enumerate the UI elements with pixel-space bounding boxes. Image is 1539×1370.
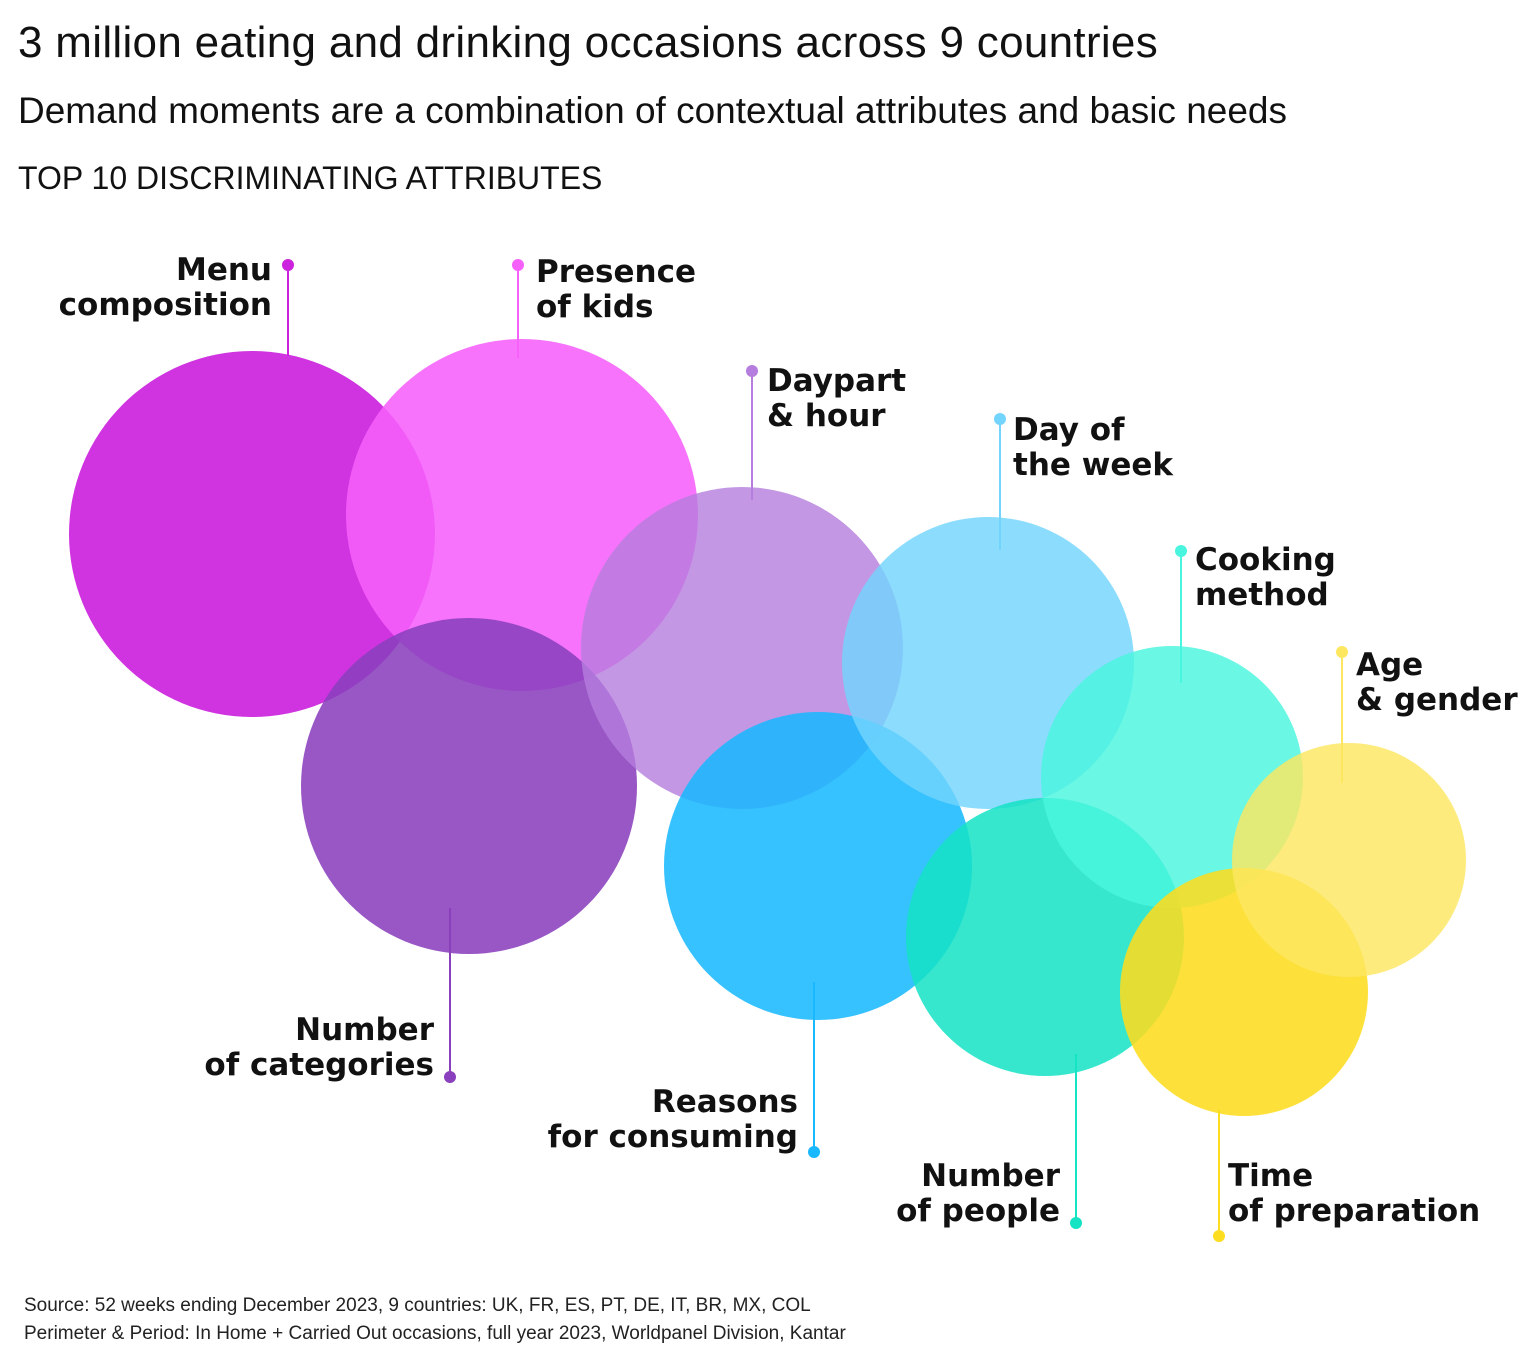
label-line1: Age (1356, 647, 1423, 683)
label-line2: of categories (204, 1047, 434, 1083)
label-line1: Number (295, 1012, 435, 1048)
footer-perimeter: Perimeter & Period: In Home + Carried Ou… (24, 1323, 846, 1344)
label-line2: method (1195, 577, 1329, 613)
label-line1: Day of (1013, 412, 1125, 448)
leader-dot-day-of-the-week (994, 413, 1006, 425)
page-subtitle: Demand moments are a combination of cont… (18, 90, 1288, 131)
label-number-of-people: Number of people (896, 1158, 1061, 1229)
label-line1: Cooking (1195, 542, 1336, 578)
leader-lines (282, 259, 1348, 1242)
leader-dot-daypart-hour (746, 365, 758, 377)
bubble-number-of-categories (301, 618, 637, 954)
label-line2: of people (896, 1193, 1060, 1229)
bubble-menu-composition (69, 351, 435, 717)
label-menu-composition: Menu composition (59, 252, 272, 323)
label-line1: Presence (536, 254, 696, 290)
label-day-of-the-week: Day of the week (1013, 412, 1174, 483)
label-line2: & gender (1356, 682, 1518, 718)
label-line1: Reasons (652, 1084, 798, 1120)
label-line2: the week (1013, 447, 1174, 483)
label-line2: of kids (536, 289, 653, 325)
label-line2: for consuming (548, 1119, 798, 1155)
leader-dot-menu-composition (282, 259, 294, 271)
leader-dot-number-of-people (1070, 1217, 1082, 1229)
leader-dot-presence-of-kids (512, 259, 524, 271)
footer: Source: 52 weeks ending December 2023, 9… (24, 1292, 846, 1348)
label-line2: composition (59, 287, 272, 323)
label-presence-of-kids: Presence of kids (536, 254, 696, 325)
label-cooking-method: Cooking method (1195, 542, 1336, 613)
label-line1: Daypart (767, 363, 906, 399)
label-number-of-categories: Number of categories (204, 1012, 434, 1083)
label-line1: Menu (176, 252, 272, 288)
leader-dot-reasons-for-consuming (808, 1146, 820, 1158)
page-title: 3 million eating and drinking occasions … (18, 18, 1159, 67)
leader-dot-age-gender (1336, 646, 1348, 658)
bubble-reasons-for-consuming (664, 712, 972, 1020)
label-daypart-hour: Daypart & hour (767, 363, 906, 434)
label-line2: of preparation (1228, 1193, 1480, 1229)
label-reasons-for-consuming: Reasons for consuming (548, 1084, 798, 1155)
section-label: TOP 10 DISCRIMINATING ATTRIBUTES (18, 160, 603, 196)
label-line2: & hour (767, 398, 886, 434)
bubbles (69, 339, 1466, 1116)
label-time-of-preparation: Time of preparation (1228, 1158, 1480, 1229)
label-line1: Number (921, 1158, 1061, 1194)
leader-dot-cooking-method (1175, 545, 1187, 557)
leader-dot-time-of-preparation (1213, 1230, 1225, 1242)
bubble-age-gender (1232, 743, 1466, 977)
footer-source: Source: 52 weeks ending December 2023, 9… (24, 1295, 811, 1316)
label-age-gender: Age & gender (1356, 647, 1518, 718)
label-line1: Time (1228, 1158, 1313, 1194)
leader-dot-number-of-categories (444, 1071, 456, 1083)
